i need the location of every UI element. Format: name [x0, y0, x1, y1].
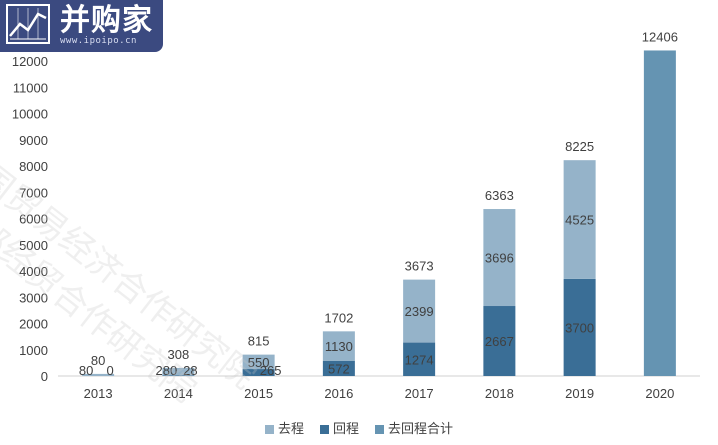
y-tick-label-11: 11000 — [13, 80, 48, 95]
brand-name: 并购家 — [60, 3, 153, 38]
y-tick-label-7: 7000 — [19, 185, 48, 200]
bar-2019-0 — [563, 278, 596, 376]
x-tick-label-2018: 2018 — [485, 386, 514, 401]
chart-trend-icon — [6, 4, 50, 44]
data-label-2015-0: 265 — [260, 363, 282, 378]
total-label-2014: 308 — [168, 347, 190, 362]
x-tick-label-2019: 2019 — [565, 386, 594, 401]
y-tick-label-8: 8000 — [19, 159, 48, 174]
data-label-2016-0: 572 — [328, 361, 350, 376]
bar-2020-2 — [643, 50, 676, 377]
data-label-2018-0: 2667 — [485, 334, 514, 349]
x-tick-label-2017: 2017 — [405, 386, 434, 401]
data-label-2018-1: 3696 — [485, 251, 514, 266]
legend-item-0: 回程 — [319, 418, 359, 437]
data-label-2019-0: 3700 — [565, 320, 594, 335]
total-label-2016: 1702 — [324, 310, 353, 325]
data-label-2014-0: 28 — [183, 363, 197, 378]
data-label-2013-1: 80 — [79, 363, 93, 378]
legend-label-1: 去程 — [277, 422, 304, 437]
bar-group — [82, 50, 676, 377]
legend-item-1: 去程 — [264, 418, 304, 437]
y-tick-label-0: 0 — [41, 369, 48, 384]
total-label-2019: 8225 — [565, 139, 594, 154]
data-label-2016-1: 1130 — [325, 339, 353, 354]
y-tick-label-4: 4000 — [19, 264, 48, 279]
bar-2013-1 — [82, 373, 115, 376]
data-label-2015-1: 550 — [248, 355, 270, 370]
bar-2018-1 — [483, 209, 516, 307]
chart-legend: 去程 回程 去回程合计 — [0, 418, 718, 437]
y-tick-label-5: 5000 — [19, 238, 48, 253]
brand-url: www.ipoipo.cn — [60, 36, 137, 46]
x-tick-label-2020: 2020 — [645, 386, 674, 401]
x-tick-label-2016: 2016 — [324, 386, 353, 401]
bar-2016-0 — [322, 360, 355, 376]
total-label-2018: 6363 — [485, 188, 514, 203]
y-tick-label-3: 3000 — [19, 290, 48, 305]
y-tick-label-12: 12000 — [12, 54, 48, 69]
data-label-2017-0: 1274 — [405, 352, 434, 367]
bar-2015-1 — [242, 354, 275, 370]
y-tick-label-2: 2000 — [19, 317, 48, 332]
chart-trend-icon-graphic — [9, 8, 47, 40]
total-label-2017: 3673 — [405, 259, 434, 274]
legend-label-2: 去回程合计 — [388, 422, 454, 437]
legend-swatch-0 — [319, 425, 329, 434]
y-tick-label-9: 9000 — [19, 133, 48, 148]
x-tick-label-2014: 2014 — [164, 386, 193, 401]
total-label-2013: 80 — [91, 353, 105, 368]
data-label-2014-1: 280 — [156, 363, 178, 378]
data-label-group: 0808028280308265550815572113017021274239… — [79, 29, 678, 378]
bar-2014-0 — [162, 375, 195, 376]
data-label-2013-0: 0 — [107, 363, 114, 378]
bar-2016-1 — [322, 331, 355, 361]
bar-2017-1 — [403, 279, 436, 343]
brand-logo: 并购家 www.ipoipo.cn — [0, 0, 163, 52]
legend-item-2: 去回程合计 — [375, 418, 453, 437]
x-tick-label-2013: 2013 — [84, 386, 113, 401]
data-label-2019-1: 4525 — [565, 213, 594, 228]
legend-swatch-2 — [375, 425, 384, 434]
bar-2015-0 — [242, 369, 275, 376]
legend-label-0: 回程 — [332, 422, 359, 437]
x-tick-label-2015: 2015 — [244, 386, 273, 401]
legend-swatch-1 — [264, 425, 274, 434]
x-axis: 2013 2014 2015 2016 2017 2018 2019 2020 — [58, 375, 700, 401]
total-label-2020: 12406 — [642, 29, 678, 44]
y-tick-label-10: 10000 — [12, 107, 48, 122]
data-label-2017-1: 2399 — [405, 304, 434, 319]
total-label-2015: 815 — [248, 334, 270, 349]
bar-2018-0 — [483, 306, 516, 376]
bar-2014-1 — [162, 367, 195, 376]
y-axis: 0 1000 2000 3000 4000 5000 6000 7000 8000 9000 100… — [12, 54, 48, 384]
y-tick-label-1: 1000 — [19, 343, 48, 358]
bar-2017-0 — [403, 342, 436, 376]
y-tick-label-6: 6000 — [19, 212, 48, 227]
bar-2019-1 — [563, 160, 596, 279]
